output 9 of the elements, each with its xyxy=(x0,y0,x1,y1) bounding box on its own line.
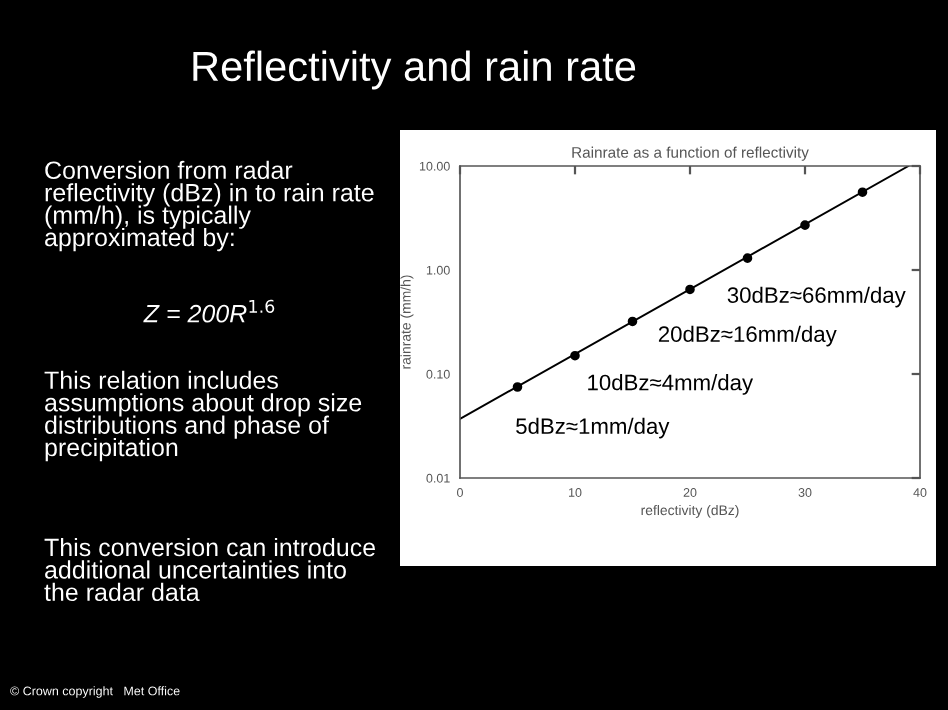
annotation: 20dBz≈16mm/day xyxy=(658,325,837,347)
text: This conversion can introduce additional uncertainties into the radar data xyxy=(44,537,376,602)
annotation: 30dBz≈66mm/day xyxy=(727,286,906,308)
text: Z = 200R$^{1.6}$ xyxy=(143,299,275,323)
annotation: 5dBz≈1mm/day xyxy=(516,417,670,439)
text: Conversion from radar reflectivity (dBz) in to rain rate (mm/h), is typically approximated by: xyxy=(45,160,374,252)
annotation: 10dBz≈4mm/day xyxy=(588,374,754,395)
text: Reflectivity and rain rate xyxy=(193,50,636,90)
text: This relation includes assumptions about drop size distributions and phase of precipitation xyxy=(44,370,362,462)
